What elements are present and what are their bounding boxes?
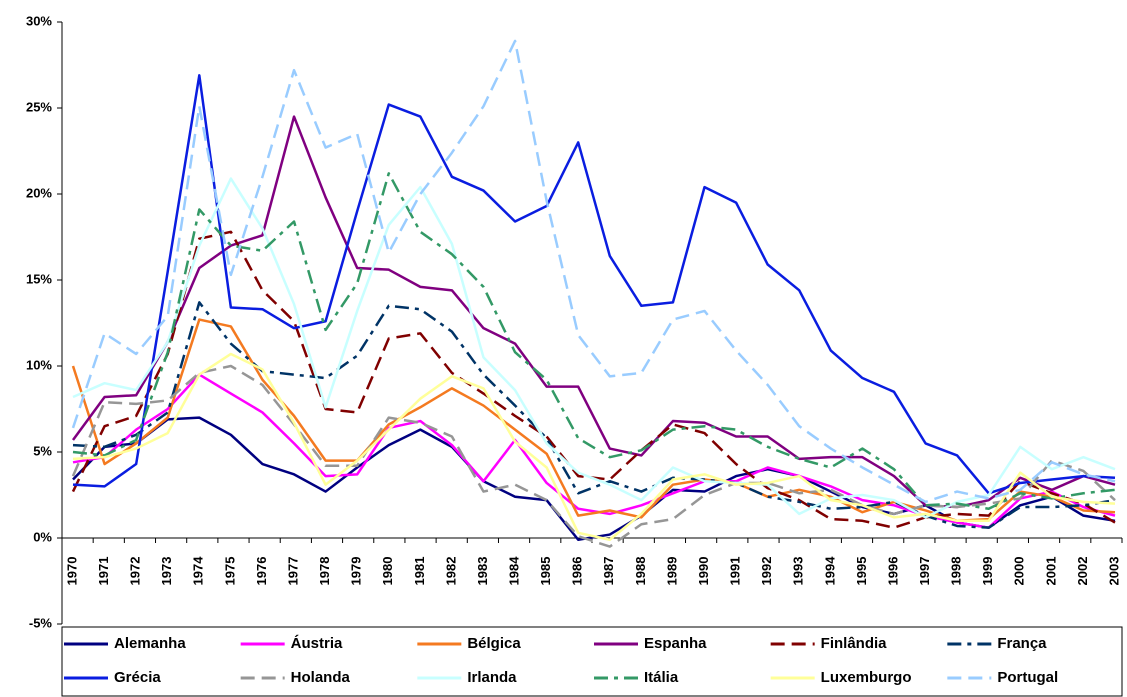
x-tick-label: 1995 — [854, 557, 869, 586]
x-tick-label: 1991 — [728, 557, 743, 586]
legend-box — [61, 626, 1123, 697]
series-line — [72, 74, 1116, 495]
x-tick-label: 1976 — [254, 557, 269, 586]
y-tick-label: 20% — [26, 185, 52, 200]
series-line — [72, 301, 1116, 529]
x-tick-label: 1971 — [96, 557, 111, 586]
x-tick-label: 1998 — [949, 557, 964, 586]
legend-label: Holanda — [291, 669, 351, 686]
legend-label: Espanha — [644, 635, 707, 652]
x-tick-label: 1978 — [317, 557, 332, 586]
x-tick-label: 1993 — [791, 557, 806, 586]
y-tick-label: 0% — [33, 529, 52, 544]
x-tick-label: 1994 — [822, 556, 837, 586]
series-line — [71, 39, 1116, 504]
x-tick-label: 1975 — [222, 557, 237, 586]
series-line — [71, 230, 1116, 529]
series-line — [71, 364, 1116, 548]
x-tick-label: 1979 — [349, 557, 364, 586]
y-tick-label: 10% — [26, 357, 52, 372]
y-tick-label: 30% — [26, 13, 52, 28]
x-tick-label: 1980 — [380, 557, 395, 586]
x-tick-label: 1970 — [64, 557, 79, 586]
x-tick-label: 1981 — [412, 557, 427, 586]
series-line — [72, 172, 1116, 511]
x-tick-label: 1973 — [159, 557, 174, 586]
legend-label: Finlândia — [821, 635, 887, 652]
legend-label: Bélgica — [467, 635, 521, 652]
y-tick-label: 25% — [26, 99, 52, 114]
x-tick-label: 2002 — [1075, 557, 1090, 586]
series-line — [72, 177, 1116, 519]
x-tick-label: 1990 — [696, 557, 711, 586]
x-tick-label: 1989 — [664, 557, 679, 586]
x-tick-label: 1999 — [980, 557, 995, 586]
x-tick-label: 1977 — [285, 557, 300, 586]
x-tick-label: 1983 — [475, 557, 490, 586]
legend-label: Portugal — [997, 669, 1058, 686]
x-tick-label: 1988 — [633, 557, 648, 586]
x-tick-label: 2003 — [1106, 557, 1121, 586]
legend-label: Itália — [644, 669, 679, 686]
x-tick-label: 1974 — [191, 556, 206, 586]
x-tick-label: 1986 — [570, 557, 585, 586]
legend-label: Grécia — [114, 669, 161, 686]
series-line — [72, 373, 1116, 529]
x-tick-label: 2000 — [1012, 557, 1027, 586]
legend-label: Alemanha — [114, 635, 186, 652]
legend-label: França — [997, 635, 1047, 652]
x-tick-label: 1987 — [601, 557, 616, 586]
legend-label: Luxemburgo — [821, 669, 912, 686]
legend-label: Irlanda — [467, 669, 517, 686]
series-line — [72, 352, 1116, 541]
x-tick-label: 2001 — [1043, 557, 1058, 586]
x-tick-label: 1992 — [759, 557, 774, 586]
legend-label: Áustria — [291, 635, 343, 652]
y-tick-label: 15% — [26, 271, 52, 286]
x-tick-label: 1972 — [128, 557, 143, 586]
x-tick-label: 1996 — [885, 557, 900, 586]
x-tick-label: 1997 — [917, 557, 932, 586]
y-tick-label: 5% — [33, 443, 52, 458]
x-tick-label: 1982 — [443, 557, 458, 586]
x-tick-label: 1984 — [506, 556, 521, 586]
y-tick-label: -5% — [29, 615, 53, 630]
x-tick-label: 1985 — [538, 557, 553, 586]
